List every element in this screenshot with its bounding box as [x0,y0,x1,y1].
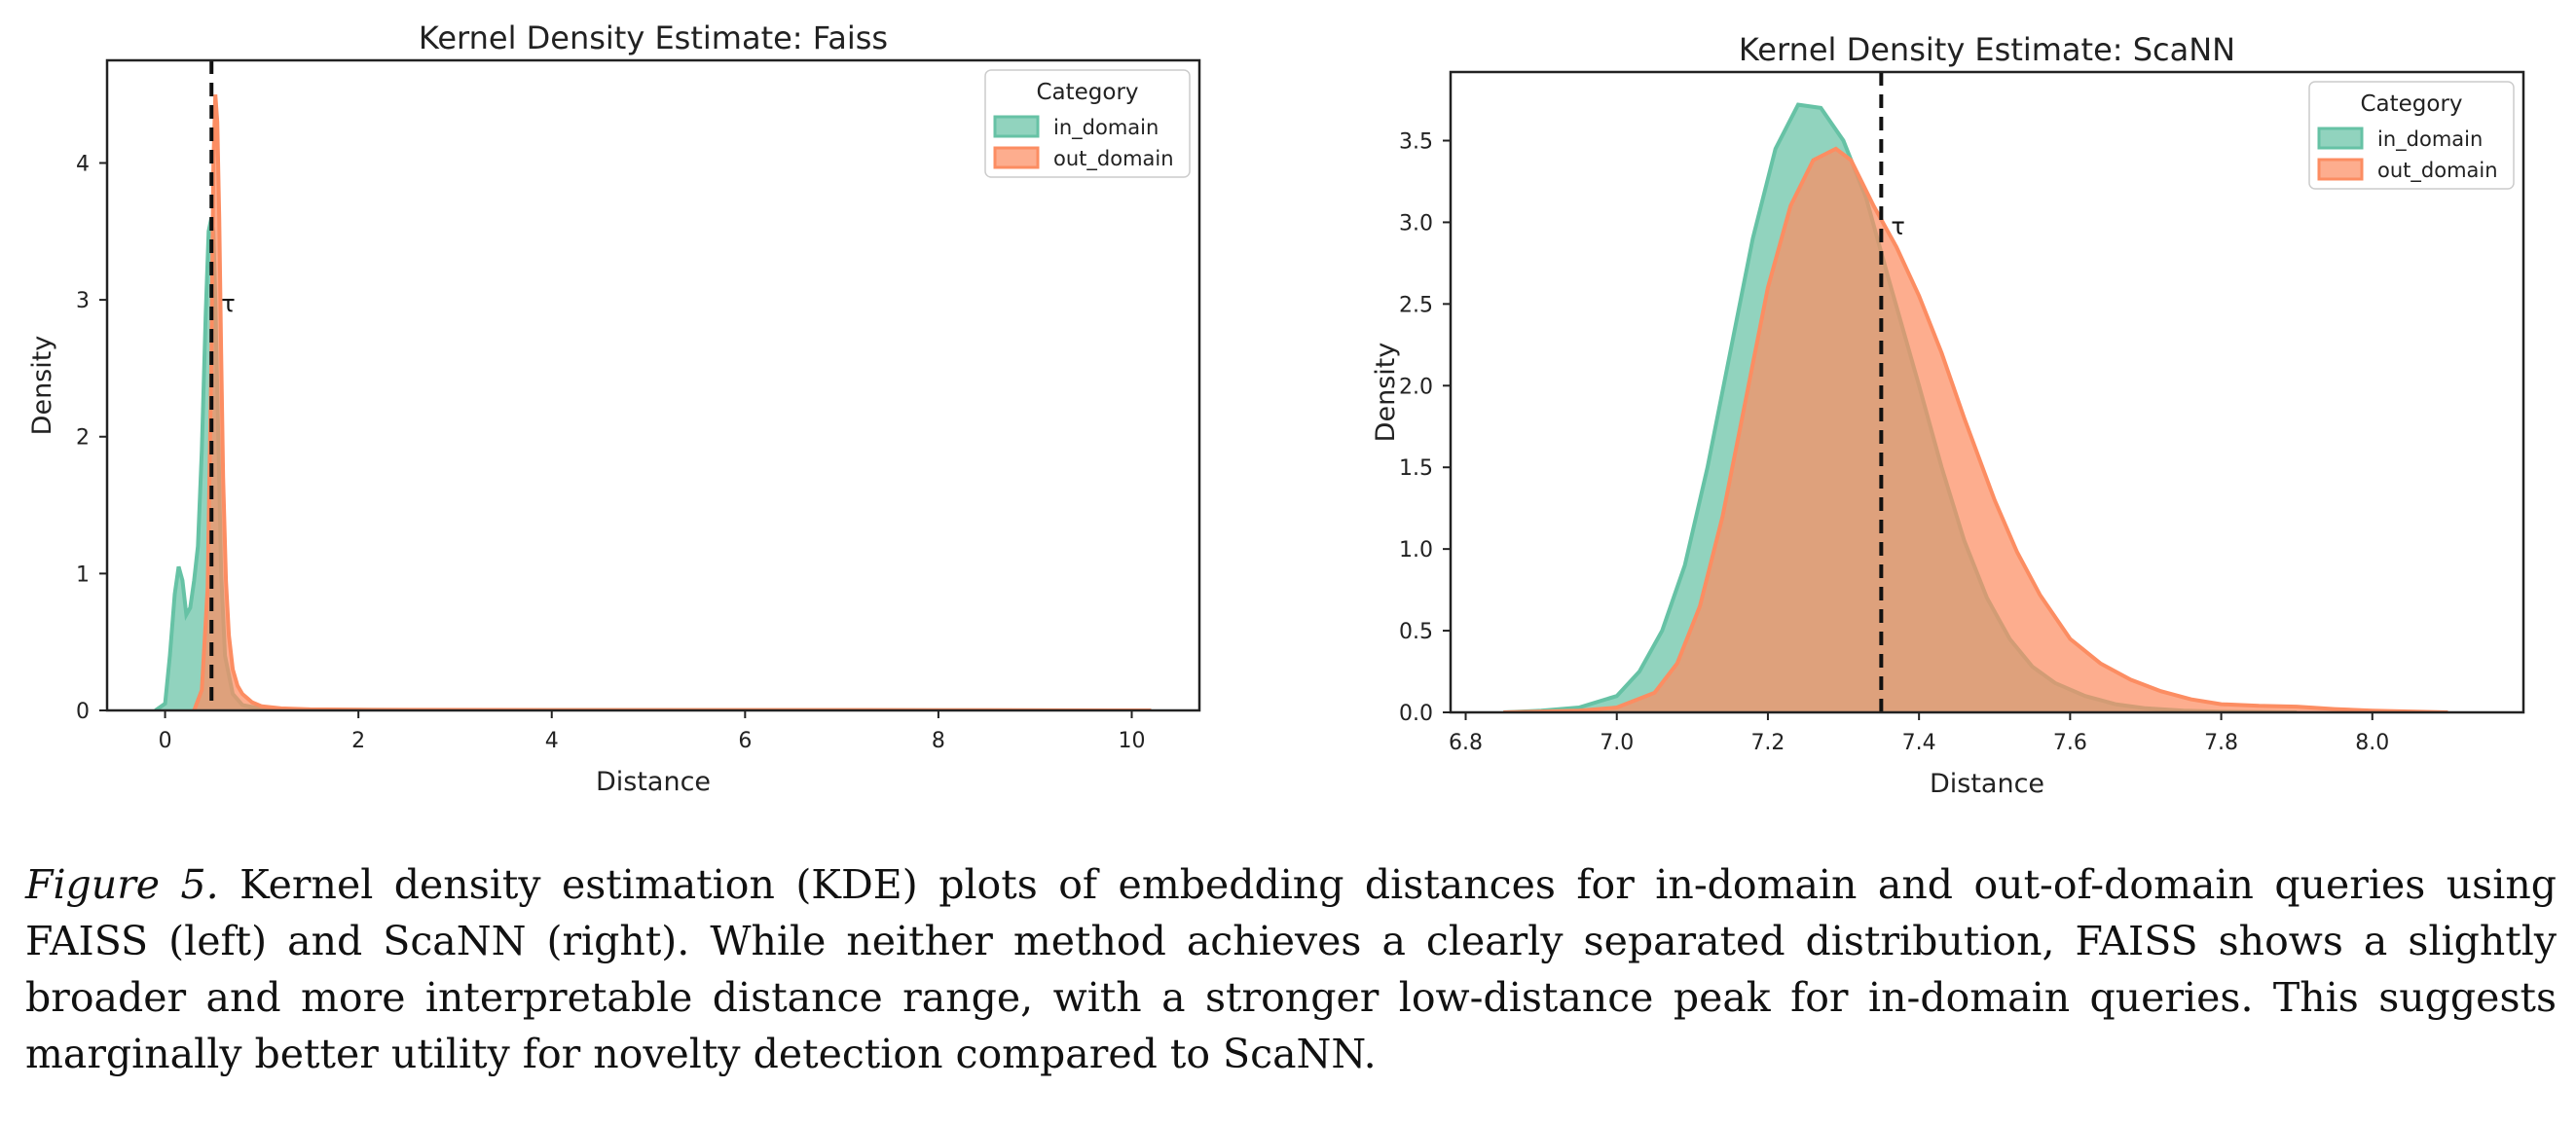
x-tick-label: 7.0 [1600,731,1634,755]
x-tick-label: 8.0 [2355,731,2389,755]
legend-title: Category [2360,91,2462,117]
caption-text: Kernel density estimation (KDE) plots of… [25,861,2557,1077]
y-tick-label: 1.0 [1399,538,1433,562]
y-tick-label: 1 [76,562,90,587]
x-tick-label: 2 [351,729,365,753]
scann-kde-chart: τ 6.8 7.0 7.2 7.4 7.6 7.8 8.0 0.0 0.5 1.0 1.5 2.0 2.5… [1371,31,2525,799]
plot-frame [1449,70,2525,714]
x-tick-label: 7.8 [2204,731,2238,755]
x-tick-label: 4 [545,729,559,753]
plot-frame [105,58,1201,712]
y-tick-label: 1.5 [1399,456,1433,481]
legend-swatch-out-domain [2317,158,2364,181]
charts-figure: τ 0 2 4 6 8 10 0 1 2 3 4 Kernel Density Estimate: Fa… [27,19,2525,799]
figure-caption: Figure 5. Kernel density estimation (KDE… [25,856,2557,1082]
chart-title: Kernel Density Estimate: ScaNN [1739,31,2235,68]
threshold-label: τ [1891,212,1904,239]
kde-areas [154,94,1152,710]
x-tick-label: 7.4 [1902,731,1936,755]
legend-label-in-domain: in_domain [2377,127,2483,152]
x-tick-label: 0 [159,729,172,753]
legend-title: Category [1036,80,1138,105]
kde-line-out-domain [192,94,1152,710]
x-tick-label: 6 [738,729,752,753]
y-axis-label: Density [27,336,57,436]
kde-line-out-domain [1503,146,2448,712]
y-tick-label: 4 [76,152,90,176]
legend-swatch-out-domain [993,146,1040,169]
kde-area-in-domain [155,217,1152,710]
chart-title: Kernel Density Estimate: Faiss [419,19,888,56]
y-axis-label: Density [1371,343,1401,443]
y-tick-label: 2.5 [1399,293,1433,317]
legend: Category in_domain out_domain [2308,81,2515,190]
x-tick-label: 6.8 [1449,731,1483,755]
y-tick-label: 2.0 [1399,375,1433,399]
caption-label: Figure 5. [25,861,219,908]
legend-swatch-in-domain [2317,127,2364,150]
x-tick-label: 7.6 [2053,731,2087,755]
legend-label-out-domain: out_domain [2377,159,2498,183]
threshold-label: τ [221,290,235,317]
y-tick-label: 0 [76,700,90,724]
kde-areas [1503,102,2448,712]
kde-line-in-domain [154,217,1152,710]
y-tick-label: 3.0 [1399,211,1433,236]
y-tick-label: 3 [76,289,90,313]
x-axis-label: Distance [1930,769,2044,799]
legend-label-out-domain: out_domain [1053,147,1174,171]
legend-swatch-in-domain [993,115,1040,138]
legend-label-in-domain: in_domain [1053,116,1159,140]
x-axis-label: Distance [596,767,711,797]
y-tick-label: 3.5 [1399,130,1433,155]
kde-area-out-domain [194,94,1152,710]
faiss-kde-chart: τ 0 2 4 6 8 10 0 1 2 3 4 Kernel Density Estimate: Fa… [27,19,1201,797]
x-tick-label: 10 [1118,729,1145,753]
legend: Category in_domain out_domain [984,69,1191,178]
y-tick-label: 2 [76,426,90,451]
x-tick-label: 7.2 [1750,731,1785,755]
kde-area-out-domain [1503,148,2448,712]
y-tick-label: 0.5 [1399,620,1433,644]
y-tick-label: 0.0 [1399,702,1433,726]
x-tick-label: 8 [932,729,945,753]
